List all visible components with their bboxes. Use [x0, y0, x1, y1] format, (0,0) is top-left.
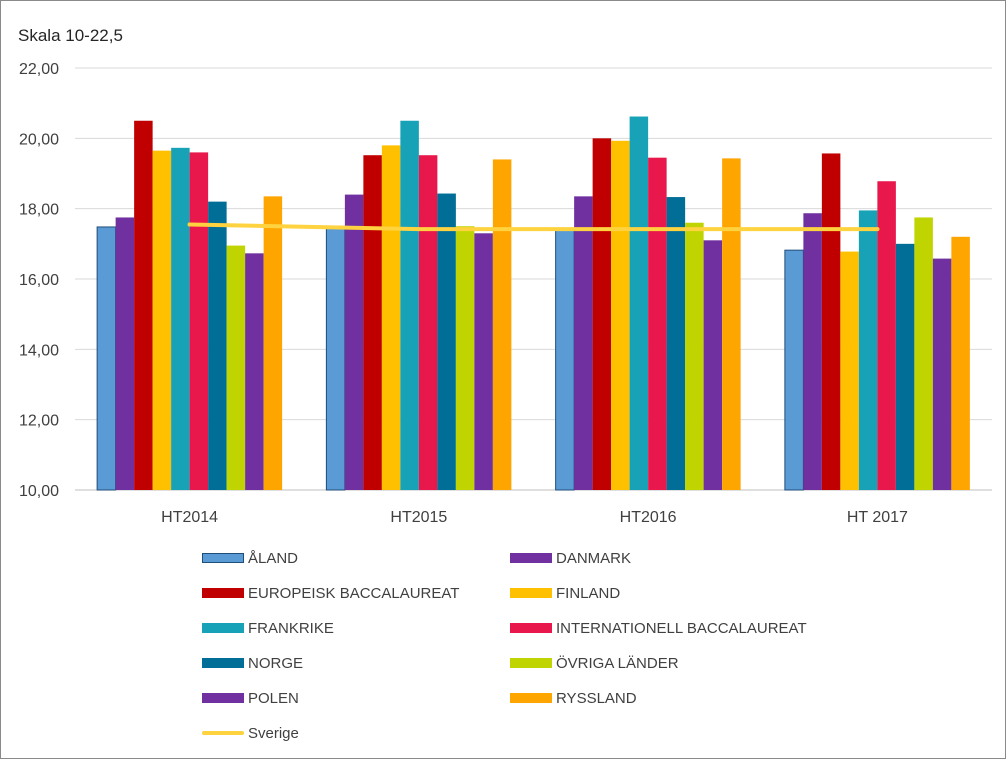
legend-item: RYSSLAND [510, 687, 637, 709]
legend-label: DANMARK [556, 549, 632, 567]
line-point [875, 227, 880, 232]
bar [208, 201, 227, 490]
bar [858, 210, 878, 491]
legend-label: POLEN [248, 689, 299, 707]
legend-label: ÖVRIGA LÄNDER [556, 654, 679, 672]
y-tick-label: 10,00 [19, 483, 59, 500]
bar [381, 145, 401, 490]
bar [189, 152, 209, 490]
bar [629, 116, 649, 490]
legend-swatch [510, 693, 552, 703]
legend-label: Sverige [248, 724, 299, 742]
bar [400, 120, 419, 490]
bar [474, 233, 493, 491]
chart-subtitle: Skala 10-22,5 [18, 26, 123, 45]
bar [171, 147, 190, 490]
bar [344, 194, 364, 490]
line-point [416, 227, 421, 232]
legend-item: POLEN [202, 687, 299, 709]
bar [803, 213, 822, 490]
bar [840, 251, 859, 490]
bar [932, 258, 952, 490]
legend-swatch [202, 693, 244, 703]
line-point [187, 222, 192, 227]
x-tick-label: HT2016 [620, 509, 677, 526]
legend-swatch [510, 658, 552, 668]
bar [592, 138, 612, 491]
bar [96, 226, 117, 491]
bar [648, 157, 667, 491]
bar [134, 120, 153, 490]
legend-item: FRANKRIKE [202, 617, 334, 639]
legend-label: ÅLAND [248, 549, 299, 567]
series-line [187, 222, 880, 232]
bar [263, 196, 283, 490]
bar [437, 193, 456, 491]
legend-swatch [202, 623, 244, 633]
bar [685, 222, 704, 490]
legend-label: NORGE [248, 654, 304, 672]
legend-item: INTERNATIONELL BACCALAUREAT [510, 617, 807, 639]
bar [245, 253, 264, 490]
legend-item: EUROPEISK BACCALAUREAT [202, 582, 459, 604]
bar [455, 226, 475, 490]
bar [492, 159, 512, 490]
bar [877, 181, 896, 490]
x-tick-label: HT 2017 [847, 509, 908, 526]
y-tick-label: 12,00 [19, 413, 59, 430]
x-tick-label: HT2014 [161, 509, 218, 526]
legend-swatch [202, 588, 244, 598]
legend-item: Sverige [202, 722, 299, 744]
y-tick-label: 16,00 [19, 272, 59, 289]
legend-item: ÖVRIGA LÄNDER [510, 652, 679, 674]
legend-label: RYSSLAND [556, 689, 637, 707]
legend-item: ÅLAND [202, 547, 298, 569]
bar [574, 196, 593, 490]
y-tick-label: 22,00 [19, 61, 59, 78]
y-tick-label: 14,00 [19, 342, 59, 359]
chart-plot: 10,00 12,00 14,00 16,00 18,00 20,00 22,00 HT201… [19, 61, 992, 526]
legend-swatch [510, 553, 552, 563]
legend-swatch [510, 623, 552, 633]
legend-item: DANMARK [510, 547, 631, 569]
legend-item: FINLAND [510, 582, 620, 604]
y-tick-label: 20,00 [19, 131, 59, 148]
bar [115, 217, 135, 491]
y-tick-label: 18,00 [19, 202, 59, 219]
bar [363, 155, 382, 491]
line-point [646, 227, 651, 232]
bar [226, 245, 246, 490]
bar [555, 229, 575, 491]
legend-swatch [202, 731, 244, 735]
bar [722, 158, 741, 490]
legend-label: FRANKRIKE [248, 619, 334, 637]
bar [895, 243, 915, 490]
bar [418, 155, 438, 491]
legend-label: INTERNATIONELL BACCALAUREAT [556, 619, 807, 637]
bar [611, 140, 630, 491]
legend-swatch [510, 588, 552, 598]
bar [703, 240, 723, 490]
legend-item: NORGE [202, 652, 303, 674]
legend-label: EUROPEISK BACCALAUREAT [248, 584, 460, 602]
x-tick-label: HT2015 [390, 509, 447, 526]
bar [914, 217, 933, 491]
bar [951, 236, 970, 490]
legend-swatch [202, 553, 244, 563]
bar [784, 249, 804, 491]
bar [821, 153, 841, 490]
bar [325, 225, 346, 491]
bar [666, 197, 686, 491]
legend-label: FINLAND [556, 584, 621, 602]
legend-swatch [202, 658, 244, 668]
bar [152, 150, 172, 490]
